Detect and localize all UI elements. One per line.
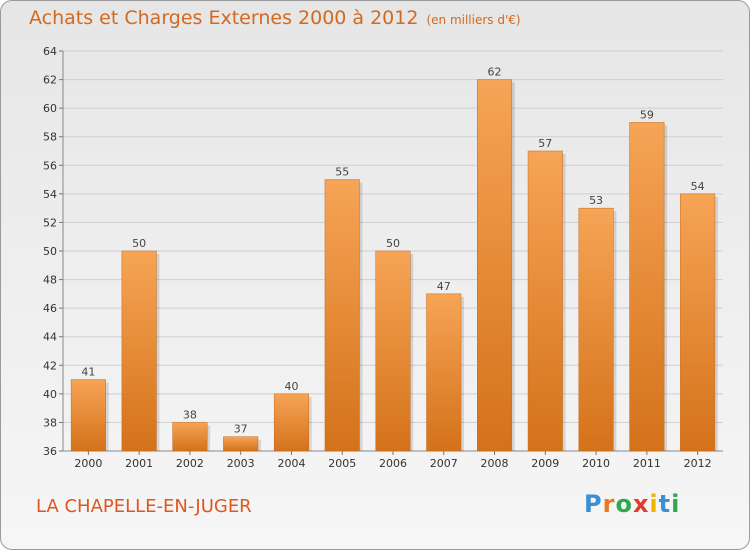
chart-title: Achats et Charges Externes 2000 à 2012 (e… [29, 7, 521, 29]
data-label: 50 [132, 237, 146, 250]
logo-letter: i [671, 490, 681, 518]
x-tick-label: 2012 [684, 457, 712, 470]
y-tick-label: 48 [43, 274, 57, 287]
data-label: 62 [488, 66, 502, 79]
bar [324, 179, 360, 452]
bar [680, 193, 716, 452]
y-tick-label: 64 [43, 45, 57, 58]
logo-letter: P [584, 490, 603, 518]
y-tick-label: 54 [43, 188, 57, 201]
bar [121, 250, 157, 452]
x-tick-label: 2005 [328, 457, 356, 470]
x-tick-label: 2007 [430, 457, 458, 470]
y-tick-label: 58 [43, 131, 57, 144]
x-tick-label: 2003 [227, 457, 255, 470]
y-tick-label: 60 [43, 102, 57, 115]
x-tick-label: 2001 [125, 457, 153, 470]
y-tick-label: 44 [43, 331, 57, 344]
title-text: Achats et Charges Externes 2000 à 2012 [29, 7, 419, 29]
logo-letter: x [632, 490, 650, 518]
logo-letter: t [658, 490, 672, 518]
data-label: 59 [640, 108, 654, 121]
bar [527, 150, 563, 452]
x-tick-label: 2006 [379, 457, 407, 470]
x-tick-label: 2000 [74, 457, 102, 470]
x-tick-label: 2010 [582, 457, 610, 470]
data-label: 47 [437, 280, 451, 293]
proxiti-logo: Proxiti [584, 490, 680, 518]
data-label: 40 [284, 380, 298, 393]
data-label: 53 [589, 194, 603, 207]
bar [578, 207, 614, 452]
y-tick-label: 46 [43, 302, 57, 315]
bar [273, 393, 309, 452]
logo-letter: o [615, 490, 633, 518]
unit-label: (en milliers d'€) [426, 13, 521, 27]
x-tick-label: 2004 [277, 457, 305, 470]
bar [426, 293, 462, 452]
y-tick-label: 36 [43, 445, 57, 458]
y-tick-label: 42 [43, 359, 57, 372]
data-label: 55 [335, 166, 349, 179]
x-tick-label: 2008 [481, 457, 509, 470]
labels: 2000 41 2001 50 2002 38 2003 37 2004 40 2005 55 2006… [74, 66, 711, 470]
y-tick-label: 40 [43, 388, 57, 401]
data-label: 50 [386, 237, 400, 250]
commune-name: LA CHAPELLE-EN-JUGER [36, 496, 252, 517]
x-tick-label: 2011 [633, 457, 661, 470]
y-tick-label: 56 [43, 159, 57, 172]
bar [70, 379, 106, 452]
y-tick-label: 50 [43, 245, 57, 258]
y-tick-label: 38 [43, 416, 57, 429]
data-label: 57 [538, 137, 552, 150]
data-label: 37 [234, 423, 248, 436]
data-label: 38 [183, 408, 197, 421]
logo-letter: i [649, 490, 659, 518]
bar [172, 422, 208, 452]
x-tick-label: 2002 [176, 457, 204, 470]
bar [477, 79, 513, 452]
data-label: 54 [691, 180, 705, 193]
bar [629, 122, 665, 452]
bars [70, 79, 718, 452]
bar [223, 436, 259, 452]
y-tick-label: 52 [43, 216, 57, 229]
logo-letter: r [602, 490, 616, 518]
bar [375, 250, 411, 452]
x-tick-label: 2009 [531, 457, 559, 470]
data-label: 41 [81, 366, 95, 379]
y-tick-label: 62 [43, 74, 57, 87]
